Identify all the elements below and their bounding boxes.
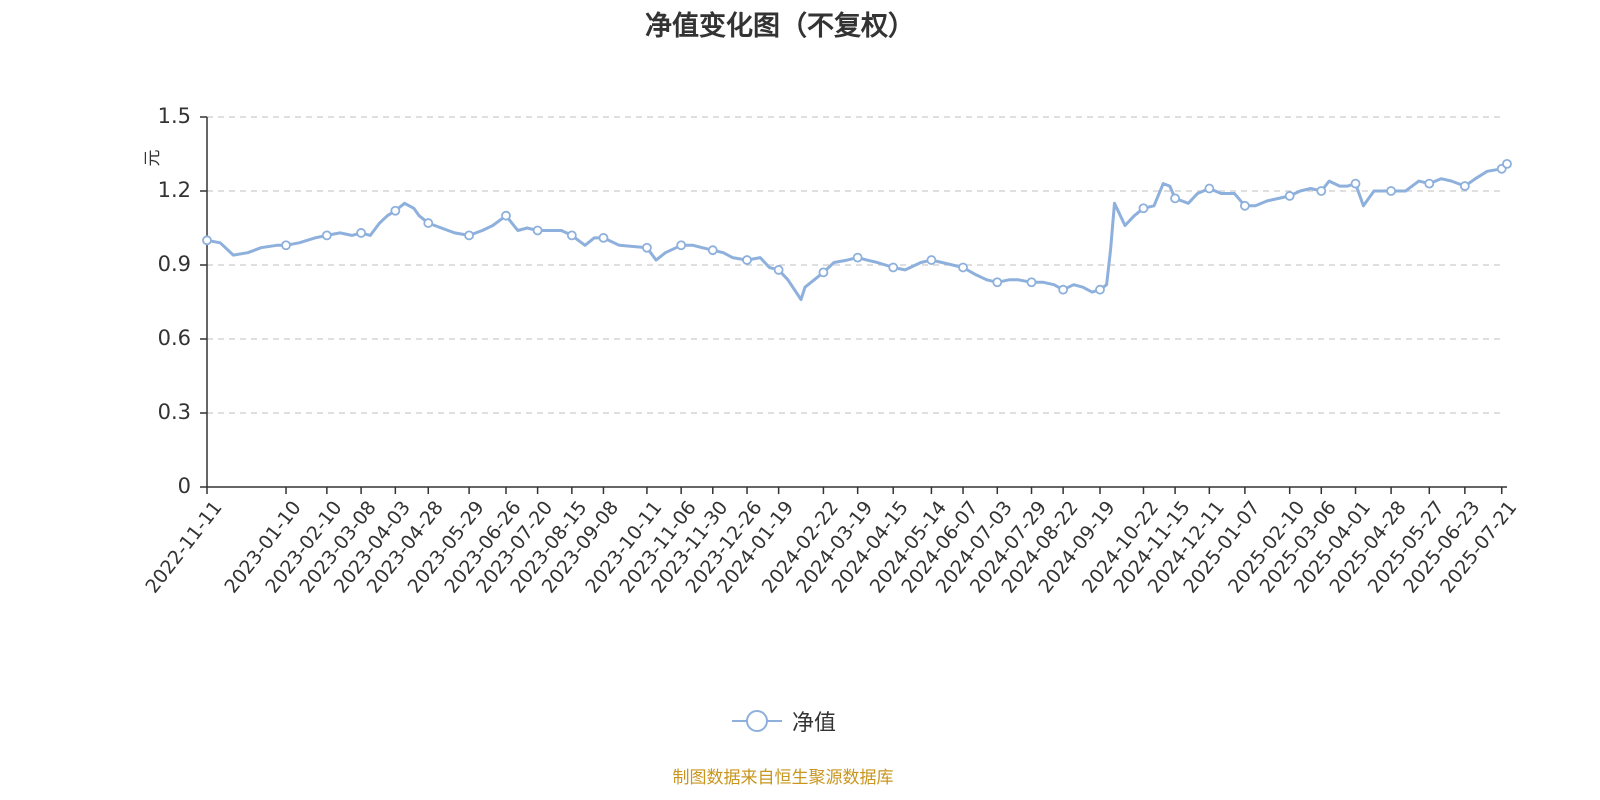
y-tick-label: 1.5 [158, 104, 191, 128]
y-tick-label: 0.3 [158, 400, 191, 424]
data-point [852, 252, 863, 263]
data-point [1239, 200, 1250, 211]
data-point [642, 242, 652, 253]
y-tick-label: 0.9 [158, 252, 191, 276]
y-tick-label: 0.6 [158, 326, 191, 350]
axis-layer [200, 116, 1507, 494]
data-point [566, 230, 577, 241]
series-layer [202, 158, 1512, 301]
data-point [676, 240, 687, 251]
data-point [1284, 191, 1295, 201]
data-point [742, 255, 752, 265]
data-point [1170, 193, 1180, 204]
data-point [501, 210, 511, 221]
data-point [1204, 183, 1215, 194]
data-point [1502, 158, 1512, 169]
data-point [707, 245, 718, 256]
data-point [532, 225, 543, 236]
data-point [423, 218, 434, 228]
legend[interactable]: 净值 [732, 705, 836, 737]
source-note: 制图数据来自恒生聚源数据库 [672, 768, 894, 788]
y-tick-label: 0 [178, 474, 191, 498]
data-point [464, 230, 475, 241]
data-point [1138, 203, 1149, 214]
data-point [1316, 186, 1327, 196]
data-point [773, 265, 784, 275]
data-point [390, 205, 401, 216]
data-point [888, 262, 899, 273]
series-line [206, 162, 1509, 301]
y-axis-unit-label: 元 [143, 150, 163, 167]
grid-layer [207, 116, 1500, 414]
chart-title: 净值变化图（不复权） [645, 11, 915, 42]
data-point [1026, 277, 1037, 288]
data-point [1095, 284, 1105, 295]
y-tick-labels: 0 0.3 0.6 0.9 1.2 1.5 [158, 104, 191, 498]
legend-line-marker-icon [732, 710, 782, 732]
data-point [356, 228, 367, 238]
data-point [1459, 181, 1470, 191]
data-point [202, 235, 212, 246]
data-point [281, 240, 291, 251]
data-point [1350, 178, 1361, 189]
data-point [992, 277, 1003, 288]
data-point [1386, 186, 1396, 196]
data-point [1424, 178, 1435, 189]
data-point [926, 255, 937, 265]
data-point [958, 262, 968, 273]
x-tick-labels: 2022-11-112023-01-102023-02-102023-03-08… [141, 497, 1521, 598]
x-tick-label: 2022-11-11 [141, 497, 226, 598]
data-point [321, 230, 332, 241]
y-tick-label: 1.2 [158, 178, 191, 202]
data-point [1058, 284, 1069, 295]
data-point [598, 232, 609, 243]
legend-label: 净值 [792, 711, 837, 736]
data-point [818, 267, 829, 278]
